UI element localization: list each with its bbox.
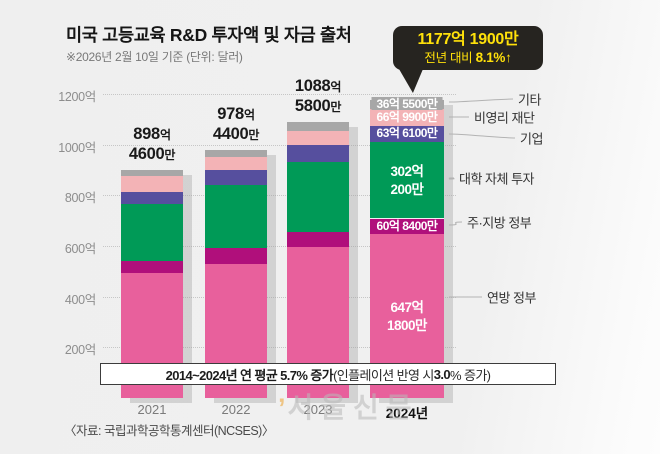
data-source: 〈자료: 국립과학공학통계센터(NCSES)〉	[64, 424, 274, 438]
segment-대학 자체 투자	[121, 203, 183, 262]
bar-total-label-2022: 978억 4400만	[212, 104, 260, 143]
y-axis-tick-label: 200억	[64, 343, 96, 358]
annotation-paren-prefix: (인플레이션 반영 시	[333, 367, 434, 383]
page-subtitle: ※2026년 2월 10일 기준 (단위: 달러)	[66, 50, 243, 64]
gridline-200	[103, 347, 456, 349]
leader-line-주·지방 정부	[448, 221, 463, 226]
badge-yoy-value: 8.1%	[475, 49, 506, 65]
segment-value-label: 36억 5500만	[371, 96, 443, 112]
badge-total-value: 1177억 1900만	[417, 30, 519, 48]
gridline-1000	[103, 144, 456, 146]
badge-yoy-line: 전년 대비 8.1%↑	[424, 49, 512, 67]
gridline-1200	[103, 93, 456, 95]
segment-value-label: 647억 1800만	[387, 299, 427, 333]
leader-line-기타	[448, 98, 514, 103]
badge-pointer-tail	[399, 69, 423, 93]
segment-주·지방 정부	[287, 231, 349, 247]
segment-기업	[205, 170, 267, 186]
bar-2022	[205, 149, 267, 398]
segment-기타	[121, 170, 183, 177]
total-2024-badge: 1177억 1900만 전년 대비 8.1%↑	[393, 26, 543, 70]
category-label-연방 정부: 연방 정부	[487, 290, 536, 306]
category-label-기타: 기타	[518, 92, 541, 108]
leader-line-대학 자체 투자	[448, 177, 455, 180]
segment-value-label: 63억 6100만	[371, 126, 443, 142]
segment-value-label: 60억 8400만	[371, 218, 443, 234]
badge-yoy-prefix: 전년 대비	[424, 50, 476, 65]
segment-value-label: 66억 9900만	[371, 109, 443, 125]
annotation-paren-value: 3.0	[433, 366, 451, 382]
y-axis-tick-label: 600억	[64, 241, 96, 256]
x-axis-label-2021: 2021	[137, 402, 167, 417]
segment-기타	[287, 122, 349, 132]
gridline-800	[103, 195, 456, 197]
segment-대학 자체 투자	[370, 141, 444, 219]
segment-대학 자체 투자	[287, 161, 349, 232]
y-axis-tick-label: 800억	[64, 191, 96, 206]
segment-비영리 재단	[205, 157, 267, 171]
segment-value-label: 302억 200만	[390, 164, 424, 197]
bar-total-label-2023: 1088억 5800만	[294, 77, 342, 115]
bar-2023	[287, 122, 349, 398]
category-label-주·지방 정부: 주·지방 정부	[467, 215, 532, 231]
page-title: 미국 고등교육 R&D 투자액 및 자금 출처	[66, 25, 352, 45]
bar-total-label-2021: 898억 4600만	[128, 125, 176, 164]
annotation-bold-text: 2014~2024년 연 평균 5.7% 증가	[165, 367, 334, 383]
segment-주·지방 정부	[205, 248, 267, 264]
watermark-quote-icon: ’	[278, 393, 286, 423]
newspaper-watermark: ’서울신문	[278, 386, 419, 426]
y-axis-tick-label: 400억	[64, 292, 96, 307]
segment-주·지방 정부	[121, 261, 183, 273]
segment-기업	[287, 145, 349, 162]
x-axis-label-2024년: 2024년	[385, 406, 429, 421]
up-arrow-icon: ↑	[505, 49, 512, 65]
annotation-box: 2014~2024년 연 평균 5.7% 증가 (인플레이션 반영 시 3.0% …	[100, 363, 556, 385]
segment-대학 자체 투자	[205, 185, 267, 249]
category-label-기업: 기업	[520, 131, 543, 147]
segment-기타	[205, 149, 267, 158]
bar-2024년	[370, 99, 444, 398]
y-axis-tick-label: 1000억	[58, 140, 96, 155]
gridline-400	[103, 296, 456, 298]
segment-비영리 재단	[121, 176, 183, 192]
annotation-paren-suffix: % 증가)	[449, 367, 491, 383]
category-label-대학 자체 투자: 대학 자체 투자	[459, 171, 534, 187]
x-axis-label-2023: 2023	[303, 402, 333, 417]
y-axis-tick-label: 1200억	[58, 89, 96, 104]
watermark-text: 서울신문	[287, 392, 419, 423]
leader-line-기업	[448, 133, 516, 139]
segment-비영리 재단	[287, 131, 349, 146]
category-label-비영리 재단: 비영리 재단	[474, 110, 535, 126]
segment-기업	[121, 191, 183, 204]
x-axis-label-2022: 2022	[221, 402, 251, 417]
gridline-600	[103, 245, 456, 247]
